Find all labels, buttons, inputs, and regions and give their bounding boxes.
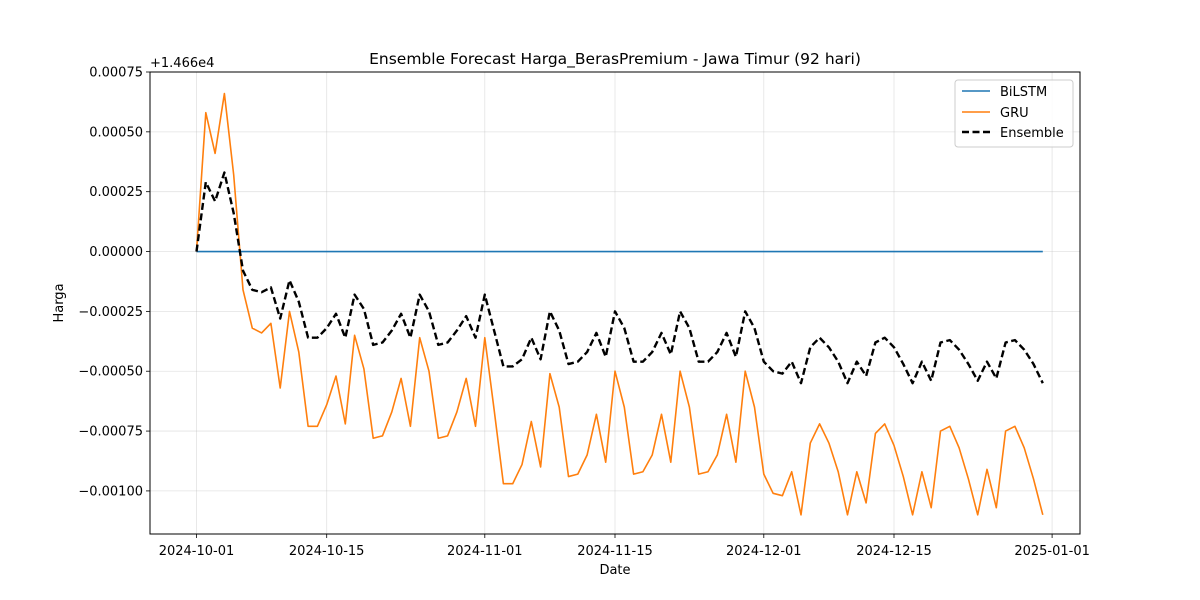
series-lines <box>195 92 1044 516</box>
x-tick-label: 2025-01-01 <box>1014 544 1090 559</box>
y-tick-label: −0.00100 <box>78 484 143 499</box>
y-tick-label: −0.00075 <box>78 425 143 440</box>
x-tick-label: 2024-11-15 <box>577 544 653 559</box>
x-axis-label: Date <box>599 563 630 578</box>
legend-label-gru: GRU <box>1000 106 1029 121</box>
y-offset-label: +1.466e4 <box>150 56 214 71</box>
y-axis-label: Harga <box>52 283 67 322</box>
legend: BiLSTM GRU Ensemble <box>954 79 1074 148</box>
x-tick-label: 2024-11-01 <box>447 544 523 559</box>
y-tick-label: −0.00050 <box>78 365 143 380</box>
x-tick-label: 2024-10-15 <box>289 544 365 559</box>
legend-label-ensemble: Ensemble <box>1000 126 1064 141</box>
axis-ticks: 2024-10-01 2024-10-15 2024-11-01 2024-11-15… <box>78 66 1090 560</box>
y-tick-label: −0.00025 <box>78 305 143 320</box>
series-line-gru <box>195 92 1044 516</box>
x-tick-label: 2024-12-15 <box>856 544 932 559</box>
y-tick-label: 0.00025 <box>89 185 143 200</box>
y-tick-label: 0.00050 <box>89 125 143 140</box>
legend-label-bilstm: BiLSTM <box>1000 85 1047 100</box>
x-tick-label: 2024-10-01 <box>159 544 235 559</box>
y-tick-label: 0.00075 <box>89 66 143 81</box>
chart-title: Ensemble Forecast Harga_BerasPremium - J… <box>369 50 861 69</box>
legend-box <box>954 79 1074 148</box>
series-line-ensemble <box>195 171 1044 385</box>
x-tick-label: 2024-12-01 <box>726 544 802 559</box>
y-tick-label: 0.00000 <box>89 245 143 260</box>
